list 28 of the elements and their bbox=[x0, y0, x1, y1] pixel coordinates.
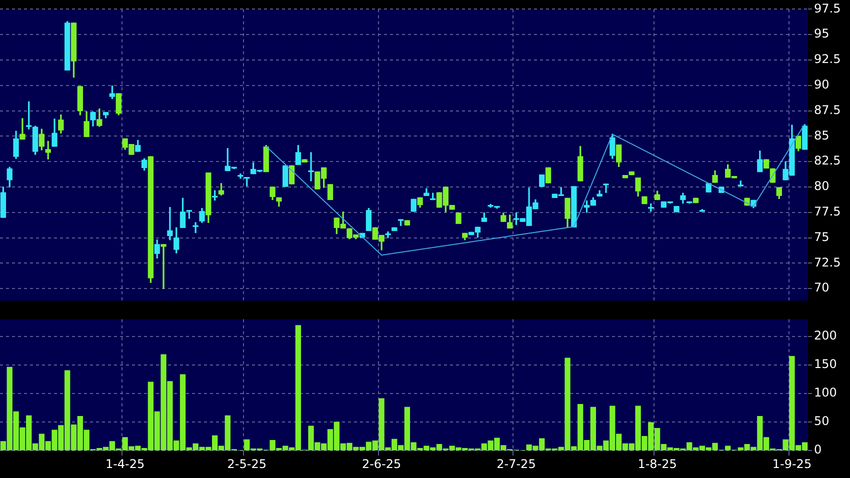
candlestick bbox=[308, 152, 314, 182]
x-tick-label: 2-6-25 bbox=[362, 456, 402, 471]
y-tick-label: 90 bbox=[814, 78, 830, 92]
y-tick-label: 87.5 bbox=[814, 102, 841, 117]
y-tick-label: 80 bbox=[814, 179, 830, 194]
y-tick-label: 82.5 bbox=[814, 154, 841, 168]
y-tick-label: 150 bbox=[814, 357, 837, 372]
y-tick-label: 200 bbox=[814, 328, 837, 342]
y-tick-label: 72.5 bbox=[814, 255, 841, 270]
y-tick-label: 0 bbox=[814, 442, 822, 457]
x-tick-label: 1-4-25 bbox=[105, 456, 145, 471]
x-tick-label: 1-9-25 bbox=[772, 456, 812, 471]
candlestick bbox=[603, 184, 609, 193]
candlestick bbox=[20, 118, 26, 140]
candlestick bbox=[167, 206, 173, 240]
y-tick-label: 85 bbox=[814, 128, 830, 142]
y-tick-label: 77.5 bbox=[814, 204, 841, 219]
y-tick-label: 92.5 bbox=[814, 52, 841, 66]
y-tick-label: 70 bbox=[814, 280, 830, 295]
x-tick-label: 1-8-25 bbox=[638, 456, 677, 471]
y-tick-label: 50 bbox=[814, 414, 830, 428]
x-tick-label: 2-5-25 bbox=[227, 456, 266, 471]
candlestick bbox=[160, 244, 166, 289]
y-tick-label: 95 bbox=[814, 26, 830, 41]
x-tick-label: 2-7-25 bbox=[496, 456, 536, 471]
y-tick-label: 75 bbox=[814, 230, 830, 244]
y-tick-label: 100 bbox=[814, 386, 837, 400]
y-tick-label: 97.5 bbox=[814, 1, 841, 16]
